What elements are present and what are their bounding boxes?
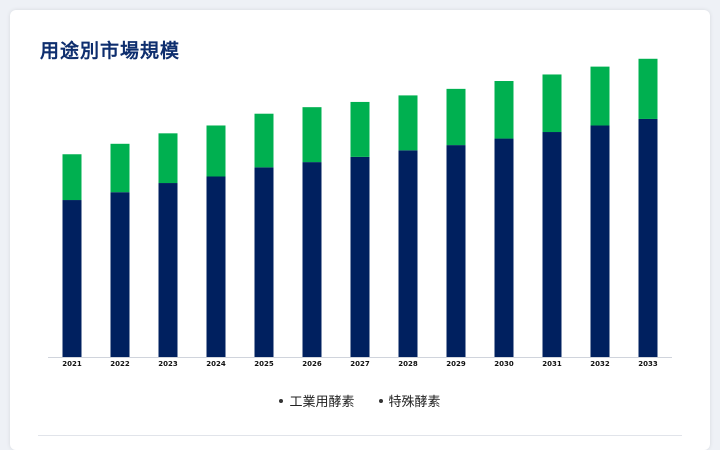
bar-specialty-2028[interactable] (398, 95, 418, 151)
x-tick-label: 2031 (542, 360, 562, 368)
bar-industrial-2024[interactable] (206, 176, 226, 357)
bar-specialty-2025[interactable] (254, 113, 274, 168)
bar-specialty-2033[interactable] (638, 58, 658, 119)
x-tick-label: 2023 (158, 360, 178, 368)
x-tick-label: 2027 (350, 360, 370, 368)
bar-industrial-2022[interactable] (110, 192, 130, 357)
x-tick-label: 2026 (302, 360, 322, 368)
bar-industrial-2028[interactable] (398, 150, 418, 357)
bar-industrial-2021[interactable] (62, 200, 82, 357)
bar-specialty-2023[interactable] (158, 133, 178, 184)
bar-industrial-2023[interactable] (158, 183, 178, 357)
bar-specialty-2031[interactable] (542, 74, 562, 133)
bar-specialty-2021[interactable] (62, 154, 82, 201)
x-tick-label: 2024 (206, 360, 226, 368)
bar-chart: 2021 2022 2023 2024 2025 2026 2027 2028 2029 2030… (48, 58, 672, 368)
bar-industrial-2026[interactable] (302, 162, 322, 357)
chart-title: 用途別市場規模 (40, 40, 181, 62)
x-tick-label: 2029 (446, 360, 466, 368)
bar-industrial-2032[interactable] (590, 125, 610, 357)
x-tick-label: 2021 (62, 360, 82, 368)
bar-industrial-2029[interactable] (446, 145, 466, 357)
legend-bullet-icon (279, 398, 284, 403)
legend-item-specialty[interactable]: 特殊酵素 (378, 391, 441, 410)
x-tick-label: 2022 (110, 360, 130, 368)
legend-label-specialty: 特殊酵素 (388, 395, 441, 410)
x-tick-label: 2025 (254, 360, 274, 368)
bar-specialty-2026[interactable] (302, 107, 322, 163)
x-tick-label: 2030 (494, 360, 514, 368)
legend-label-industrial: 工業用酵素 (289, 395, 355, 410)
bar-specialty-2022[interactable] (110, 143, 130, 193)
bar-industrial-2025[interactable] (254, 167, 274, 357)
bar-industrial-2031[interactable] (542, 132, 562, 357)
bar-industrial-2027[interactable] (350, 156, 370, 357)
x-tick-label: 2028 (398, 360, 418, 368)
bar-specialty-2029[interactable] (446, 88, 466, 146)
bar-specialty-2024[interactable] (206, 125, 226, 177)
chart-card: 用途別市場規模 2021 2022 2023 2024 2025 2026 2027 2028… (10, 10, 710, 450)
bar-specialty-2030[interactable] (494, 81, 514, 139)
legend-bullet-icon (378, 398, 383, 403)
bar-industrial-2033[interactable] (638, 118, 658, 357)
bar-specialty-2027[interactable] (350, 101, 370, 157)
x-tick-label: 2032 (590, 360, 610, 368)
bar-industrial-2030[interactable] (494, 138, 514, 357)
x-tick-label: 2033 (638, 360, 658, 368)
bar-specialty-2032[interactable] (590, 66, 610, 126)
legend-item-industrial[interactable]: 工業用酵素 (279, 391, 355, 410)
chart-legend: 工業用酵素 特殊酵素 (10, 391, 710, 410)
card-divider (38, 435, 682, 436)
